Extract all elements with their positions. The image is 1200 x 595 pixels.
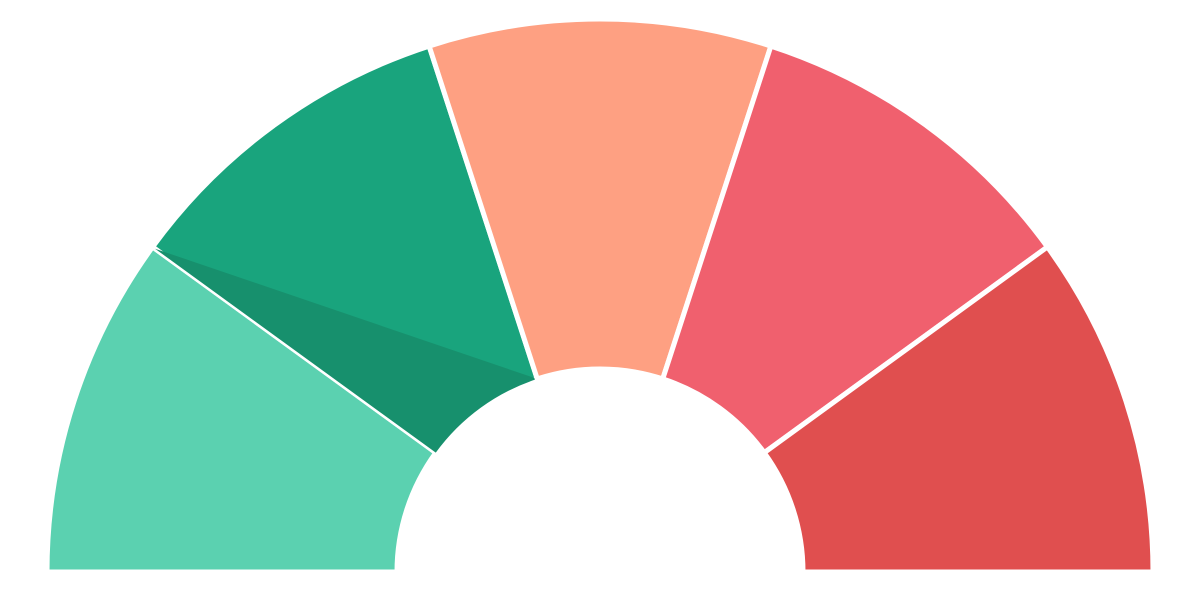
gauge-segment-3	[425, 16, 775, 383]
gauge-segments	[44, 16, 1156, 575]
gauge-segment-1	[44, 243, 440, 575]
gauge-segment-2-shade	[155, 248, 538, 453]
gauge-segment-5	[760, 243, 1156, 575]
gauge-segment-4	[659, 42, 1051, 457]
